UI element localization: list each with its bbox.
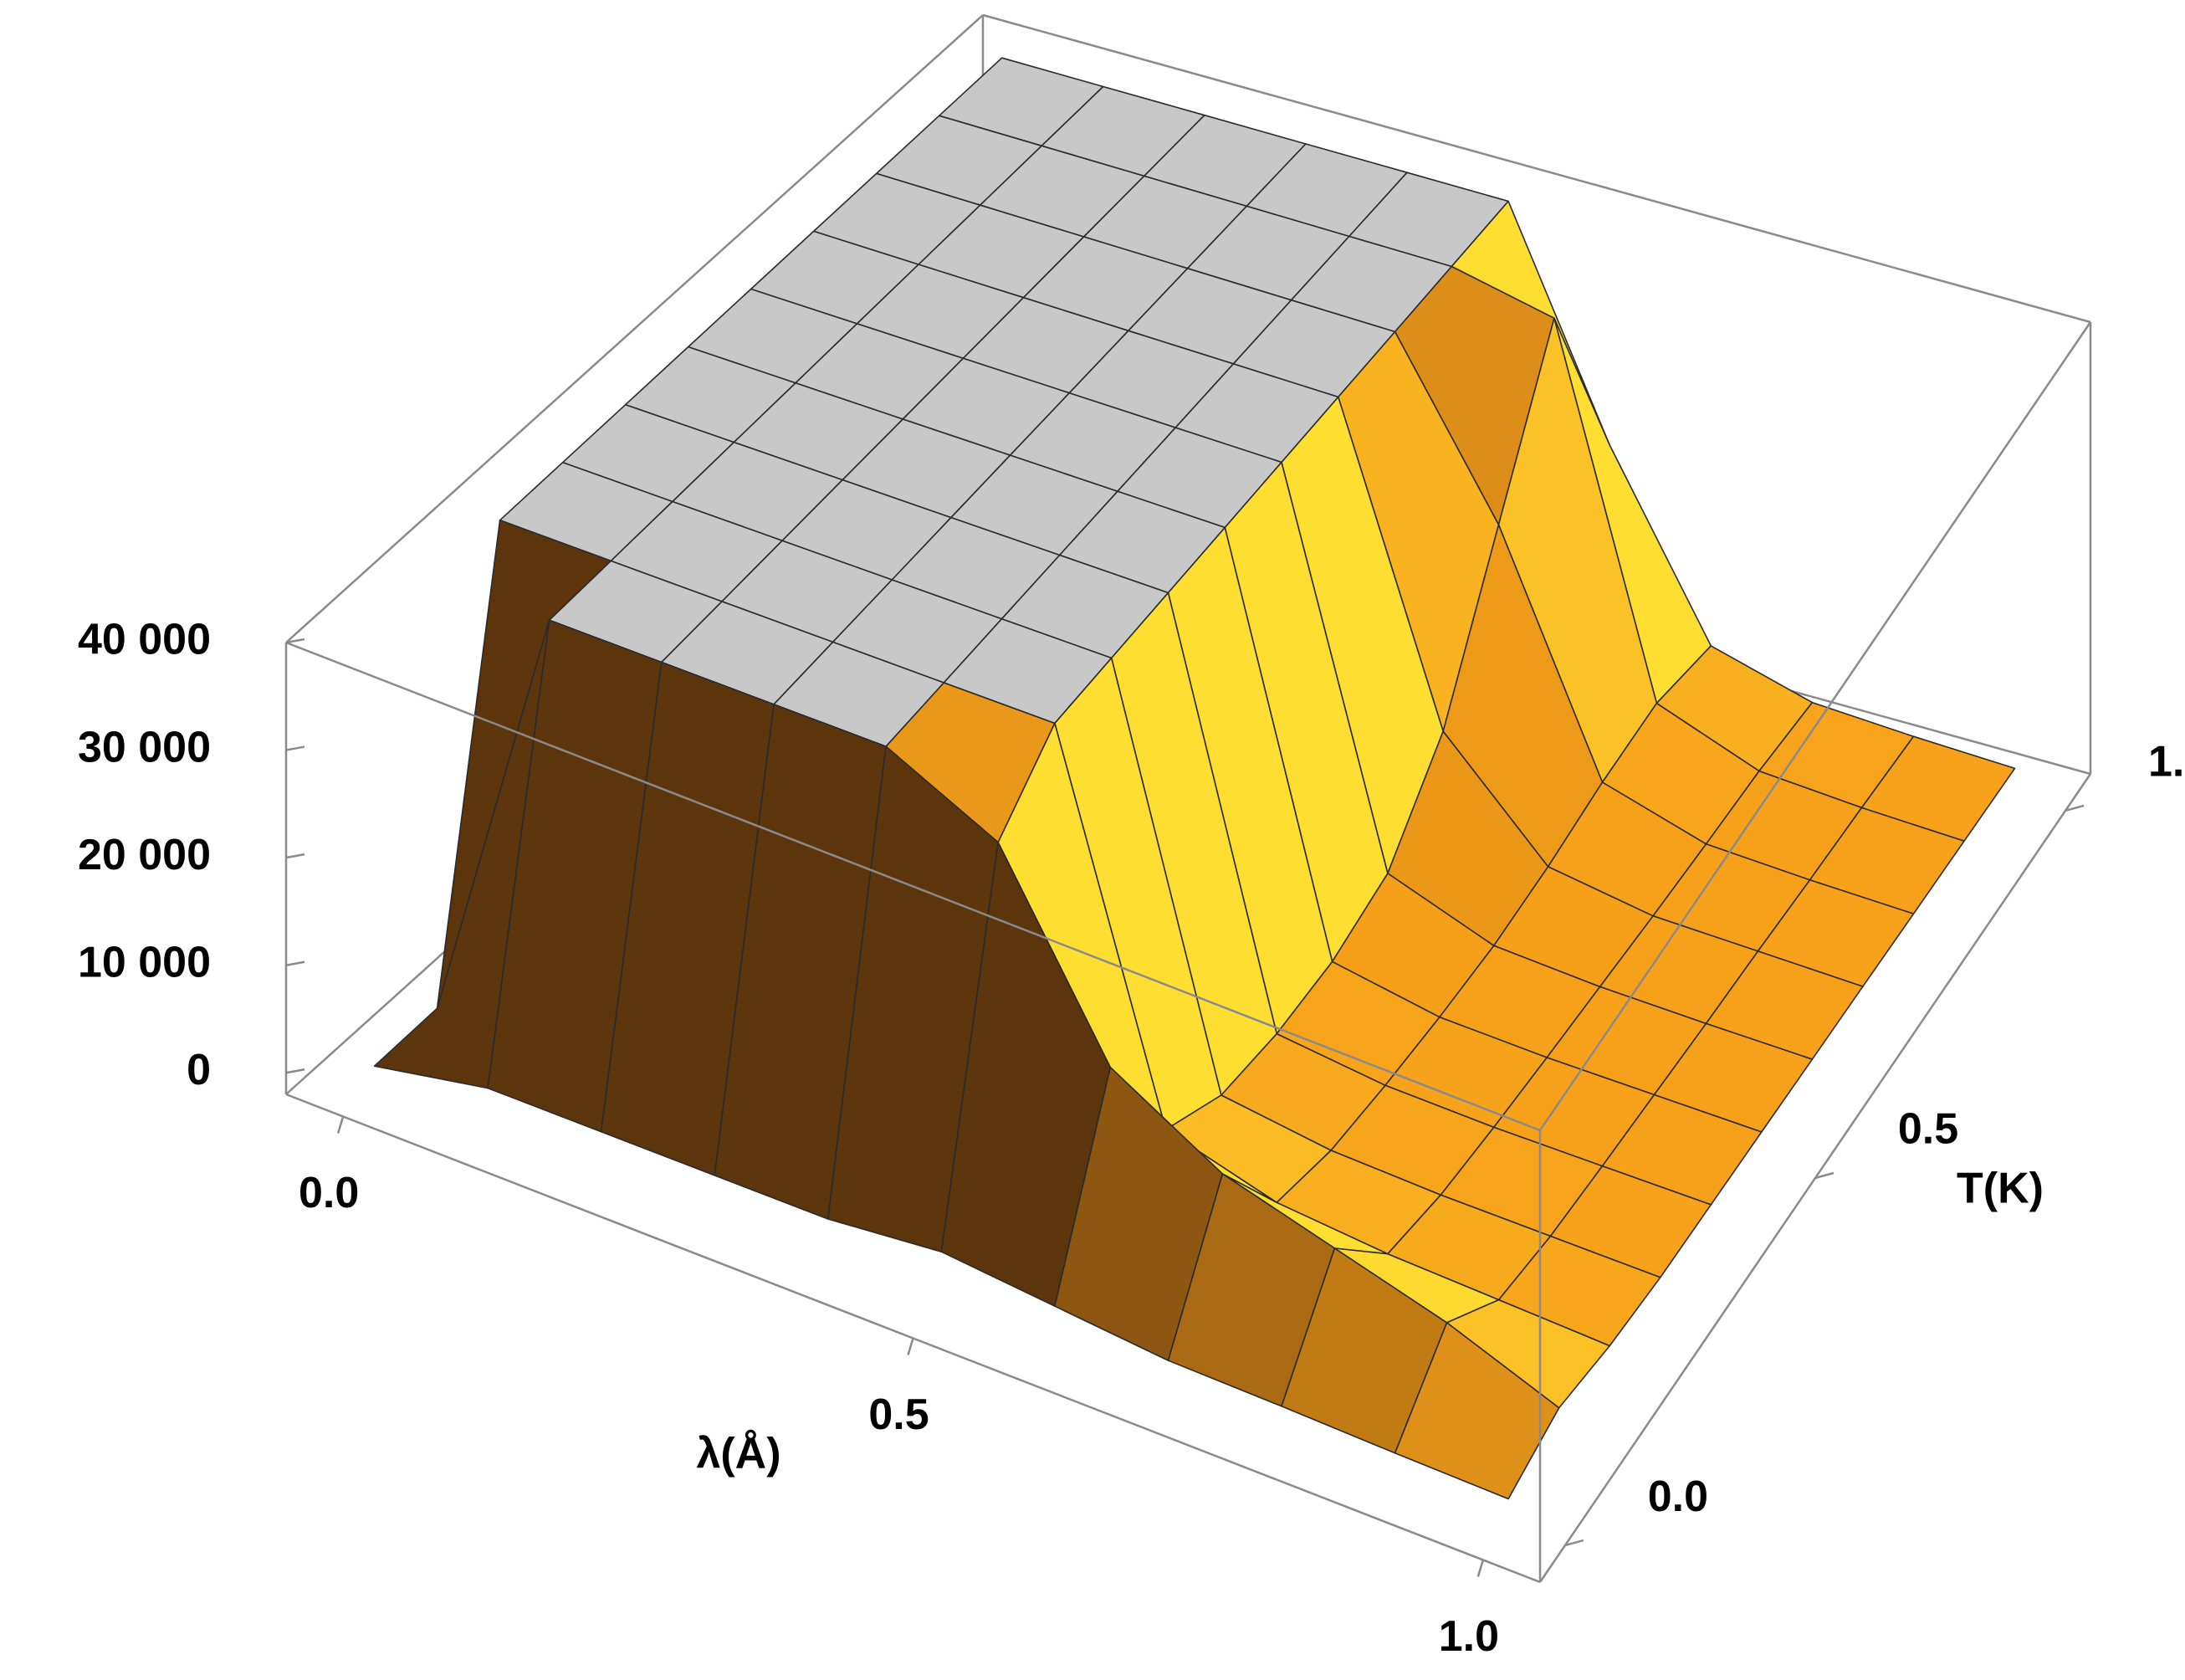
x-tick bbox=[1476, 1560, 1485, 1577]
y-axis-label: T(K) bbox=[1957, 1165, 2044, 1213]
z-tick bbox=[285, 638, 305, 644]
z-tick-label: 10 000 bbox=[78, 938, 211, 986]
y-tick bbox=[1564, 1539, 1584, 1547]
box-edge bbox=[982, 13, 2091, 324]
y-tick bbox=[1814, 1171, 1834, 1180]
z-tick-label: 30 000 bbox=[78, 723, 211, 771]
y-tick-label: 0.0 bbox=[1648, 1473, 1708, 1521]
x-tick bbox=[907, 1338, 914, 1355]
z-tick bbox=[285, 745, 305, 751]
z-tick-label: 40 000 bbox=[78, 616, 211, 664]
x-axis-label: λ(Å) bbox=[696, 1430, 780, 1478]
box-edge bbox=[285, 14, 984, 643]
y-tick-label: 1.0 bbox=[2148, 738, 2185, 786]
z-tick-label: 20 000 bbox=[78, 831, 211, 879]
z-tick bbox=[285, 960, 305, 966]
z-tick-label: 0 bbox=[187, 1046, 211, 1094]
z-tick bbox=[285, 1068, 305, 1074]
x-tick-label: 1.0 bbox=[1439, 1612, 1499, 1661]
x-tick-label: 0.5 bbox=[868, 1391, 929, 1439]
surface bbox=[373, 57, 2016, 1500]
x-tick-label: 0.0 bbox=[299, 1169, 359, 1217]
z-tick bbox=[285, 853, 305, 859]
box-edge bbox=[1538, 321, 2092, 1131]
y-tick bbox=[2065, 804, 2085, 812]
x-tick bbox=[336, 1116, 345, 1134]
y-tick-label: 0.5 bbox=[1898, 1105, 1958, 1154]
box-edge bbox=[285, 641, 1541, 1132]
labels: 0 10 000 20 000 30 000 40 000 0.0 0.5 1.0 0.0 0.5… bbox=[78, 616, 2185, 1662]
surface-patch bbox=[1394, 1322, 1560, 1500]
